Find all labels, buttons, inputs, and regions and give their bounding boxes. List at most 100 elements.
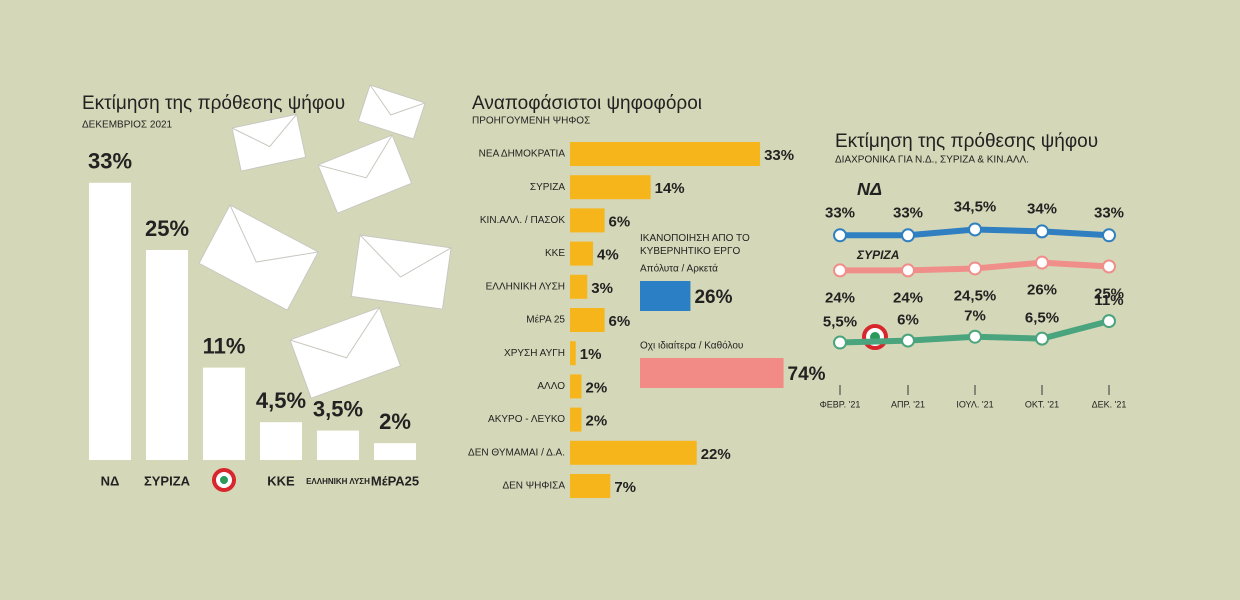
value-label: 6%	[609, 313, 631, 330]
bar	[570, 440, 697, 465]
point	[1102, 314, 1116, 329]
envelopes	[198, 84, 452, 399]
bar	[570, 374, 582, 399]
category-label: ΑΚΥΡΟ - ΛΕΥΚΟ	[488, 414, 565, 425]
bar	[260, 422, 302, 460]
x-tick-label: ΔΕΚ. '21	[1092, 399, 1127, 409]
value-label: 34%	[1027, 200, 1057, 217]
value-label: 24%	[825, 289, 855, 306]
value-label: 7%	[964, 308, 986, 325]
value-label: 33%	[764, 147, 794, 164]
value-label: 1%	[580, 346, 602, 363]
value-label: 26%	[1027, 282, 1057, 299]
value-label: 6%	[897, 312, 919, 329]
point	[968, 261, 982, 276]
chart-title: Εκτίμηση της πρόθεσης ψήφου	[835, 131, 1098, 152]
bar	[570, 341, 576, 366]
category-label: ΕΛΛΗΝΙΚΗ ΛΥΣΗ	[306, 477, 370, 486]
category-label: ΝΕΑ ΔΗΜΟΚΡΑΤΙΑ	[479, 149, 566, 160]
point	[901, 333, 915, 348]
bar	[89, 182, 131, 461]
point	[968, 329, 982, 344]
chart-subtitle: ΔΕΚΕΜΒΡΙΟΣ 2021	[82, 120, 173, 131]
point	[833, 263, 847, 278]
value-label: 11%	[1094, 292, 1123, 309]
value-label: 4,5%	[256, 388, 306, 413]
category-label: ΚΚΕ	[267, 473, 295, 488]
point	[901, 263, 915, 278]
category-label: Οχι ιδιαίτερα / Καθόλου	[640, 340, 743, 352]
category-label: ΧΡΥΣΗ ΑΥΓΗ	[504, 348, 565, 359]
value-label: 24,5%	[954, 287, 997, 304]
bar	[640, 281, 691, 311]
value-label: 6%	[609, 213, 631, 230]
point	[901, 228, 915, 243]
category-label: ΝΔ	[101, 473, 120, 488]
x-tick-label: ΑΠΡ. '21	[891, 399, 925, 409]
chart-title: Αναποφάσιστοι ψηφοφόροι	[472, 93, 702, 114]
x-tick-label: ΟΚΤ. '21	[1025, 399, 1059, 409]
value-label: 5,5%	[823, 314, 857, 331]
category-label: Απόλυτα / Αρκετά	[640, 263, 718, 275]
value-label: 3,5%	[313, 396, 363, 421]
value-label: 33%	[1094, 204, 1124, 221]
category-label: ΚΚΕ	[545, 248, 565, 259]
point	[833, 335, 847, 350]
value-label: 25%	[1094, 285, 1124, 302]
bar	[570, 474, 611, 498]
value-label: 2%	[586, 379, 608, 396]
bar	[570, 208, 605, 233]
series-label: ΝΔ	[857, 179, 882, 199]
value-label: 14%	[655, 180, 685, 197]
value-label: 34,5%	[954, 198, 997, 215]
point	[833, 228, 847, 243]
value-label: 6,5%	[1025, 310, 1059, 327]
value-label: 2%	[379, 409, 411, 434]
value-label: 33%	[88, 149, 132, 174]
value-label: 11%	[203, 333, 246, 358]
bar	[374, 443, 416, 460]
point	[1035, 255, 1049, 270]
category-label: ΜέΡΑ 25	[526, 314, 565, 326]
category-label: ΕΛΛΗΝΙΚΗ ΛΥΣΗ	[486, 281, 565, 292]
chart-title: ΙΚΑΝΟΠΟΙΗΣΗ ΑΠΟ ΤΟ ΚΥΒΕΡΝΗΤΙΚΟ ΕΡΓΟ	[640, 233, 750, 257]
category-label: ΣΥΡΙΖΑ	[144, 473, 191, 488]
point	[1035, 331, 1049, 346]
x-tick-label: ΙΟΥΛ. '21	[956, 399, 993, 409]
bar	[570, 274, 588, 299]
value-label: 22%	[701, 446, 731, 463]
category-label: ΚΙΝ.ΑΛΛ. / ΠΑΣΟΚ	[480, 215, 565, 226]
category-label: ΣΥΡΙΖΑ	[530, 182, 565, 193]
chart-subtitle: ΔΙΑΧΡΟΝΙΚΑ ΓΙΑ Ν.Δ., ΣΥΡΙΖΑ & ΚΙΝ.ΑΛΛ.	[835, 155, 1029, 166]
value-label: 3%	[591, 280, 613, 297]
bar	[570, 241, 594, 266]
value-label: 25%	[145, 216, 189, 241]
value-label: 7%	[614, 479, 636, 496]
value-label: 33%	[893, 204, 923, 221]
bar	[640, 358, 784, 388]
category-label: ΜέΡΑ25	[371, 473, 419, 488]
category-label: ΑΛΛΟ	[537, 381, 565, 392]
value-label: 74%	[788, 364, 826, 385]
bar	[317, 430, 359, 460]
category-label: ΔΕΝ ΘΥΜΑΜΑΙ / Δ.Α.	[468, 447, 565, 458]
bar	[570, 175, 651, 200]
chart-subtitle: ΠΡΟΗΓΟΥΜΕΝΗ ΨΗΦΟΣ	[472, 116, 590, 127]
x-tick-label: ΦΕΒΡ. '21	[820, 399, 861, 409]
point	[1102, 228, 1116, 243]
category-label: ΔΕΝ ΨΗΦΙΣΑ	[502, 481, 565, 492]
title-box: ΙΚΑΝΟΠΟΙΗΣΗ ΑΠΟ ΤΟ ΚΥΒΕΡΝΗΤΙΚΟ ΕΡΓΟ	[640, 233, 750, 257]
pasok-logo	[220, 476, 228, 484]
value-label: 4%	[597, 247, 619, 264]
bar	[570, 407, 582, 432]
point	[968, 222, 982, 237]
bar	[570, 308, 605, 332]
chart-title: Εκτίμηση της πρόθεσης ψήφου	[82, 93, 345, 114]
value-label: 26%	[694, 287, 732, 308]
point	[1102, 259, 1116, 274]
bar	[203, 367, 245, 460]
bar	[146, 250, 188, 460]
point	[1035, 224, 1049, 239]
